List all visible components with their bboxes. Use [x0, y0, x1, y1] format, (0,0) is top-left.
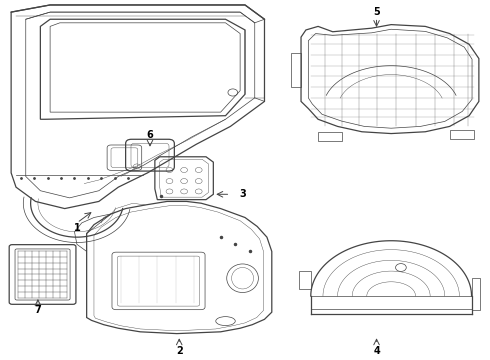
- Text: 6: 6: [147, 130, 153, 140]
- Text: 4: 4: [373, 346, 380, 356]
- Text: 3: 3: [239, 189, 246, 199]
- Text: 7: 7: [35, 305, 41, 315]
- Text: 5: 5: [373, 7, 380, 17]
- Text: 1: 1: [74, 223, 80, 233]
- Text: 2: 2: [176, 346, 183, 356]
